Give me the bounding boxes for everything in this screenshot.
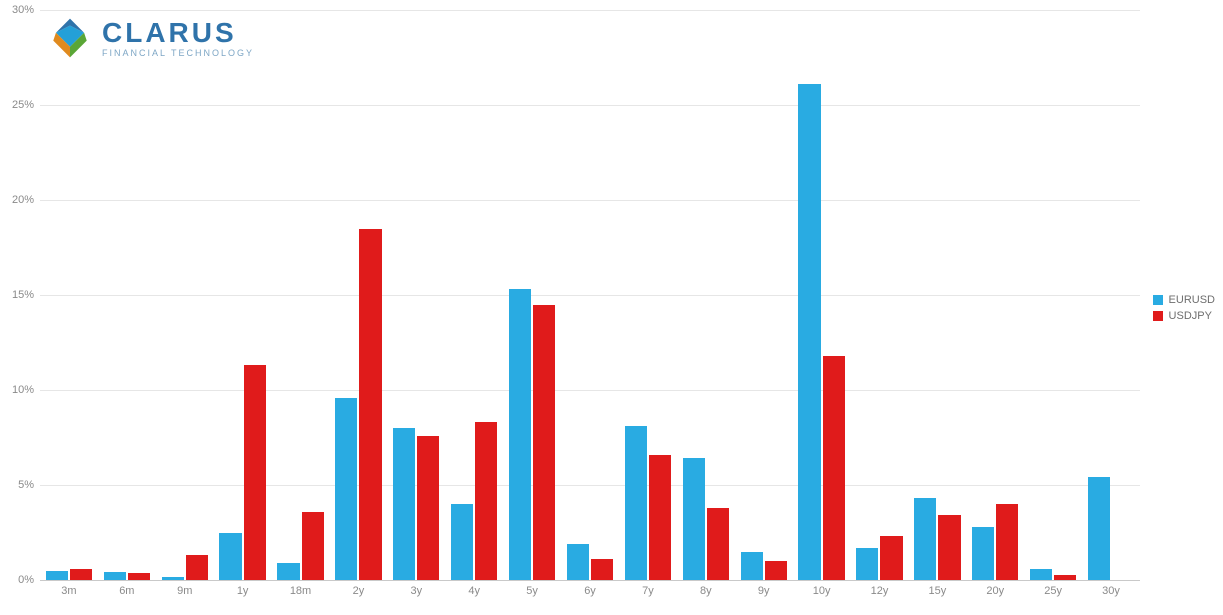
x-axis-label: 15y [928,585,946,597]
bar-usdjpy [244,365,266,580]
y-axis-label: 0% [0,574,34,586]
x-axis-label: 6m [119,585,134,597]
legend-item: EURUSD [1153,294,1215,306]
legend-item: USDJPY [1153,310,1215,322]
grid-line [40,105,1140,106]
bar-eurusd [277,563,299,580]
x-axis-label: 7y [642,585,654,597]
bar-usdjpy [649,455,671,580]
x-axis-label: 5y [526,585,538,597]
bar-eurusd [46,571,68,581]
x-axis-label: 25y [1044,585,1062,597]
bar-usdjpy [880,536,902,580]
bar-eurusd [162,577,184,580]
bar-usdjpy [475,422,497,580]
legend-swatch [1153,295,1163,305]
bar-usdjpy [1054,575,1076,580]
bar-usdjpy [186,555,208,580]
x-axis-label: 9m [177,585,192,597]
y-axis-label: 30% [0,4,34,16]
bar-usdjpy [591,559,613,580]
y-axis-label: 10% [0,384,34,396]
bar-usdjpy [996,504,1018,580]
bar-usdjpy [938,515,960,580]
grid-line [40,295,1140,296]
bar-eurusd [798,84,820,580]
bar-usdjpy [533,305,555,581]
bar-usdjpy [128,573,150,580]
grid-line [40,390,1140,391]
bar-eurusd [741,552,763,581]
bar-usdjpy [765,561,787,580]
x-axis-label: 18m [290,585,311,597]
x-axis-label: 6y [584,585,596,597]
bar-eurusd [567,544,589,580]
y-axis-label: 5% [0,479,34,491]
x-axis-label: 4y [468,585,480,597]
x-axis-label: 1y [237,585,249,597]
chart-container: EURUSDUSDJPY CLARUS FINANCIAL TECHNOLOGY… [0,0,1223,615]
bar-eurusd [104,572,126,580]
grid-line [40,200,1140,201]
bar-usdjpy [359,229,381,581]
bar-eurusd [393,428,415,580]
x-axis-label: 30y [1102,585,1120,597]
grid-line [40,485,1140,486]
bar-eurusd [451,504,473,580]
y-axis-label: 25% [0,99,34,111]
x-axis-label: 20y [986,585,1004,597]
bar-eurusd [683,458,705,580]
x-axis-label: 3y [411,585,423,597]
x-axis-label: 10y [813,585,831,597]
x-axis-label: 3m [61,585,76,597]
legend-label: EURUSD [1169,294,1215,306]
x-axis-label: 8y [700,585,712,597]
bar-eurusd [625,426,647,580]
legend-label: USDJPY [1169,310,1212,322]
bar-usdjpy [823,356,845,580]
bar-eurusd [1030,569,1052,580]
bar-usdjpy [417,436,439,580]
x-axis-label: 12y [871,585,889,597]
y-axis-label: 15% [0,289,34,301]
bar-usdjpy [707,508,729,580]
bar-eurusd [219,533,241,581]
bar-eurusd [856,548,878,580]
legend: EURUSD USDJPY [1153,290,1215,326]
bar-usdjpy [302,512,324,580]
legend-swatch [1153,311,1163,321]
x-axis-label: 9y [758,585,770,597]
bar-eurusd [509,289,531,580]
bar-eurusd [335,398,357,580]
bar-eurusd [914,498,936,580]
bar-eurusd [972,527,994,580]
bar-usdjpy [70,569,92,580]
x-axis-label: 2y [353,585,365,597]
plot-area [40,10,1140,581]
bar-eurusd [1088,477,1110,580]
grid-line [40,10,1140,11]
y-axis-label: 20% [0,194,34,206]
